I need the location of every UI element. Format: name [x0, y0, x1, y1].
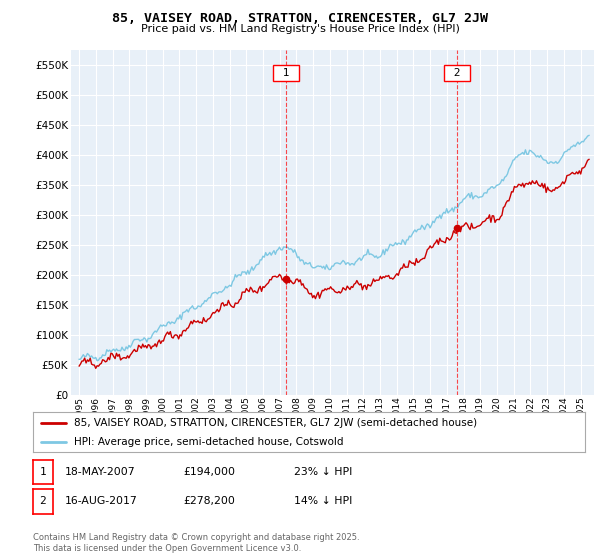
Text: £194,000: £194,000: [183, 467, 235, 477]
Text: 23% ↓ HPI: 23% ↓ HPI: [294, 467, 352, 477]
Text: 2: 2: [447, 68, 467, 78]
Text: 1: 1: [40, 467, 46, 477]
Text: 14% ↓ HPI: 14% ↓ HPI: [294, 496, 352, 506]
Text: HPI: Average price, semi-detached house, Cotswold: HPI: Average price, semi-detached house,…: [74, 437, 344, 446]
Text: £278,200: £278,200: [183, 496, 235, 506]
Text: 85, VAISEY ROAD, STRATTON, CIRENCESTER, GL7 2JW: 85, VAISEY ROAD, STRATTON, CIRENCESTER, …: [112, 12, 488, 25]
Text: Contains HM Land Registry data © Crown copyright and database right 2025.
This d: Contains HM Land Registry data © Crown c…: [33, 533, 359, 553]
Text: 1: 1: [276, 68, 296, 78]
Text: 2: 2: [40, 496, 46, 506]
Text: 18-MAY-2007: 18-MAY-2007: [65, 467, 136, 477]
Text: Price paid vs. HM Land Registry's House Price Index (HPI): Price paid vs. HM Land Registry's House …: [140, 24, 460, 34]
Text: 16-AUG-2017: 16-AUG-2017: [65, 496, 137, 506]
Text: 85, VAISEY ROAD, STRATTON, CIRENCESTER, GL7 2JW (semi-detached house): 85, VAISEY ROAD, STRATTON, CIRENCESTER, …: [74, 418, 478, 428]
